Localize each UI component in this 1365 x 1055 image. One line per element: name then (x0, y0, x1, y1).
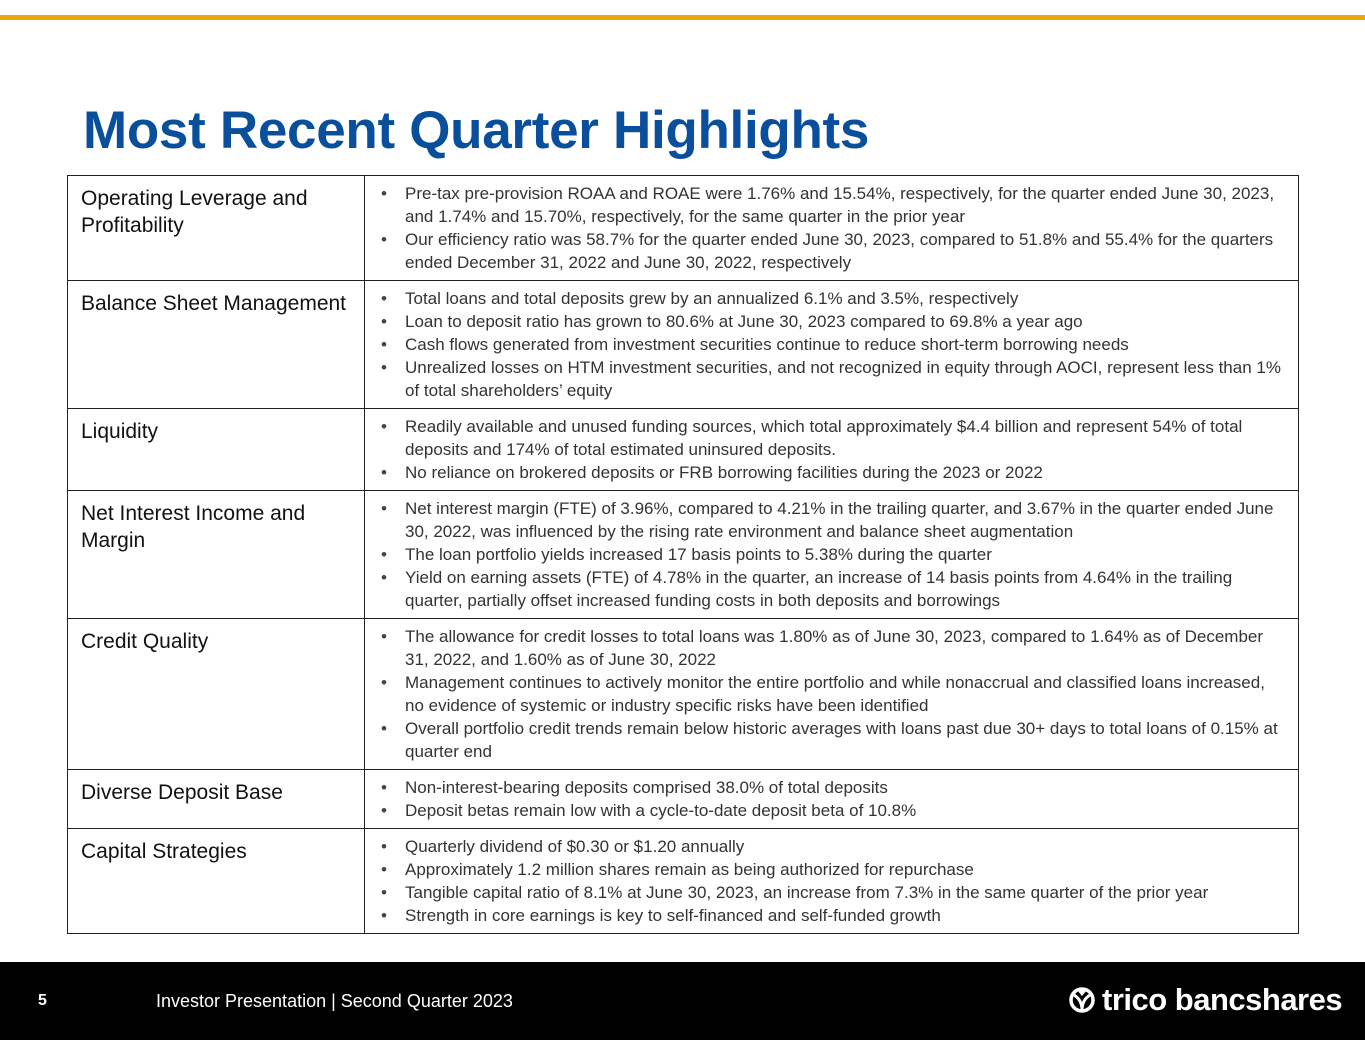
row-label: Capital Strategies (67, 828, 365, 934)
row-label: Balance Sheet Management (67, 280, 365, 409)
highlights-table: Operating Leverage and Profitability Pre-… (67, 175, 1299, 934)
bullet-item: Total loans and total deposits grew by a… (379, 287, 1284, 310)
bullet-item: Unrealized losses on HTM investment secu… (379, 356, 1284, 402)
bullet-item: Strength in core earnings is key to self… (379, 904, 1284, 927)
row-label: Operating Leverage and Profitability (67, 175, 365, 281)
table-row: Liquidity Readily available and unused fu… (67, 408, 1299, 491)
row-label: Credit Quality (67, 618, 365, 770)
logo-icon (1069, 987, 1095, 1013)
table-row: Balance Sheet Management Total loans and … (67, 280, 1299, 409)
row-bullets: Readily available and unused funding sou… (364, 408, 1299, 491)
bullet-item: The loan portfolio yields increased 17 b… (379, 543, 1284, 566)
table-row: Diverse Deposit Base Non-interest-bearing… (67, 769, 1299, 829)
table-row: Credit Quality The allowance for credit l… (67, 618, 1299, 770)
bullet-item: Tangible capital ratio of 8.1% at June 3… (379, 881, 1284, 904)
row-bullets: Net interest margin (FTE) of 3.96%, comp… (364, 490, 1299, 619)
table-row: Net Interest Income and Margin Net intere… (67, 490, 1299, 619)
row-label: Liquidity (67, 408, 365, 491)
bullet-item: Our efficiency ratio was 58.7% for the q… (379, 228, 1284, 274)
footer-text: Investor Presentation | Second Quarter 2… (156, 991, 513, 1011)
company-logo: trico bancshares (1068, 982, 1343, 1018)
bullet-item: Yield on earning assets (FTE) of 4.78% i… (379, 566, 1284, 612)
bullet-item: Deposit betas remain low with a cycle-to… (379, 799, 1284, 822)
bullet-item: Net interest margin (FTE) of 3.96%, comp… (379, 497, 1284, 543)
bullet-item: Cash flows generated from investment sec… (379, 333, 1284, 356)
row-bullets: Quarterly dividend of $0.30 or $1.20 ann… (364, 828, 1299, 934)
bullet-item: The allowance for credit losses to total… (379, 625, 1284, 671)
page-title: Most Recent Quarter Highlights (83, 101, 870, 160)
accent-line (0, 15, 1365, 20)
bullet-item: No reliance on brokered deposits or FRB … (379, 461, 1284, 484)
table-row: Capital Strategies Quarterly dividend of … (67, 828, 1299, 934)
row-bullets: Total loans and total deposits grew by a… (364, 280, 1299, 409)
row-label: Net Interest Income and Margin (67, 490, 365, 619)
bullet-item: Overall portfolio credit trends remain b… (379, 717, 1284, 763)
row-label: Diverse Deposit Base (67, 769, 365, 829)
bullet-item: Pre-tax pre-provision ROAA and ROAE were… (379, 182, 1284, 228)
bullet-item: Approximately 1.2 million shares remain … (379, 858, 1284, 881)
page-number: 5 (38, 992, 47, 1009)
bullet-item: Readily available and unused funding sou… (379, 415, 1284, 461)
bullet-item: Management continues to actively monitor… (379, 671, 1284, 717)
bullet-item: Non-interest-bearing deposits comprised … (379, 776, 1284, 799)
row-bullets: Non-interest-bearing deposits comprised … (364, 769, 1299, 829)
row-bullets: Pre-tax pre-provision ROAA and ROAE were… (364, 175, 1299, 281)
table-row: Operating Leverage and Profitability Pre-… (67, 175, 1299, 281)
bullet-item: Loan to deposit ratio has grown to 80.6%… (379, 310, 1284, 333)
logo-text: trico bancshares (1102, 982, 1343, 1017)
footer: 5 Investor Presentation | Second Quarter… (0, 962, 1365, 1040)
row-bullets: The allowance for credit losses to total… (364, 618, 1299, 770)
bullet-item: Quarterly dividend of $0.30 or $1.20 ann… (379, 835, 1284, 858)
